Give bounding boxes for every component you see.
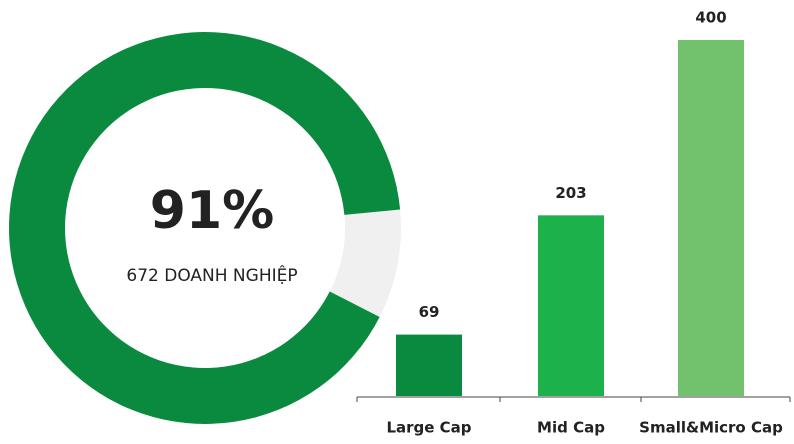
donut-center-value: 91% bbox=[150, 181, 274, 241]
bar-value-label: 203 bbox=[555, 184, 586, 202]
bar-value-label: 69 bbox=[419, 303, 440, 321]
bar bbox=[396, 334, 462, 396]
bar-value-label: 400 bbox=[695, 9, 726, 27]
bar bbox=[538, 215, 604, 396]
x-tick-label: Mid Cap bbox=[537, 419, 605, 437]
x-tick-label: Small&Micro Cap bbox=[639, 419, 783, 437]
donut-center-subtitle: 672 DOANH NGHIỆP bbox=[126, 264, 297, 286]
bar bbox=[678, 40, 744, 396]
x-tick-label: Large Cap bbox=[386, 419, 471, 437]
donut-segment bbox=[329, 209, 401, 317]
